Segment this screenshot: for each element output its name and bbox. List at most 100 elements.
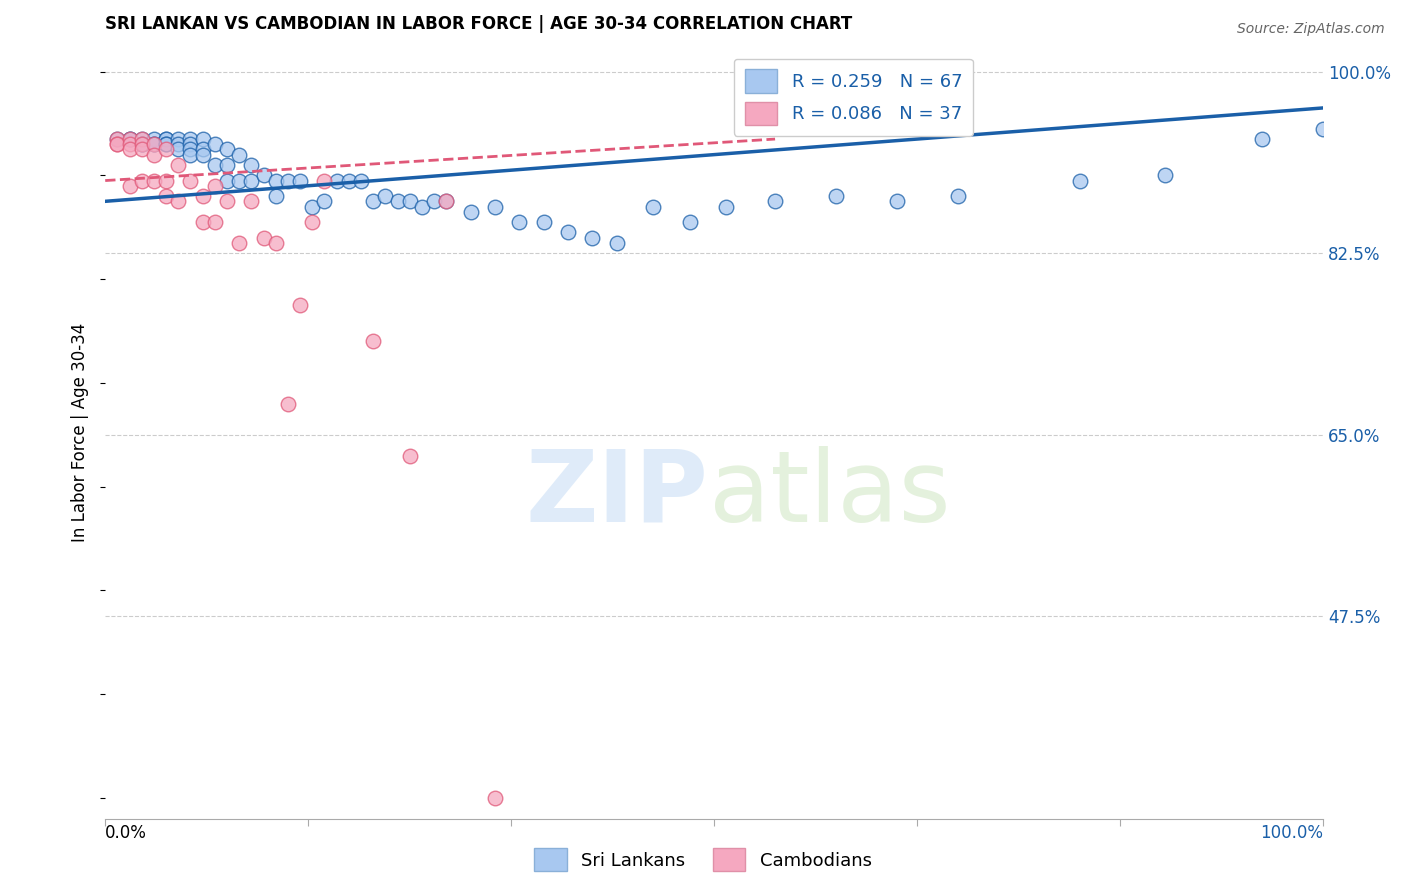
Point <box>1251 132 1274 146</box>
Point <box>142 132 165 146</box>
Legend: Sri Lankans, Cambodians: Sri Lankans, Cambodians <box>527 841 879 879</box>
Point <box>277 173 299 187</box>
Point <box>167 194 190 209</box>
Point <box>1312 121 1334 136</box>
Point <box>228 173 250 187</box>
Point <box>215 143 238 157</box>
Point <box>252 230 274 244</box>
Point <box>886 194 908 209</box>
Point <box>288 298 311 312</box>
Point <box>131 137 153 152</box>
Point <box>155 137 177 152</box>
Point <box>179 132 201 146</box>
Point <box>105 132 128 146</box>
Point <box>350 173 373 187</box>
Point <box>228 235 250 250</box>
Point <box>1153 169 1175 183</box>
Text: 0.0%: 0.0% <box>105 824 148 842</box>
Point <box>179 143 201 157</box>
Point <box>167 137 190 152</box>
Point <box>484 200 506 214</box>
Point <box>131 132 153 146</box>
Point <box>240 194 263 209</box>
Point <box>118 132 141 146</box>
Point <box>434 194 457 209</box>
Point <box>1069 173 1091 187</box>
Y-axis label: In Labor Force | Age 30-34: In Labor Force | Age 30-34 <box>72 323 89 541</box>
Point <box>398 194 420 209</box>
Point <box>581 230 603 244</box>
Point <box>228 147 250 161</box>
Point <box>142 173 165 187</box>
Point <box>301 200 323 214</box>
Point <box>191 215 214 229</box>
Point <box>240 173 263 187</box>
Point <box>204 178 226 193</box>
Point <box>361 334 384 349</box>
Point <box>131 137 153 152</box>
Point <box>179 137 201 152</box>
Text: ZIP: ZIP <box>526 445 709 542</box>
Point <box>252 169 274 183</box>
Point <box>131 132 153 146</box>
Point <box>191 132 214 146</box>
Text: SRI LANKAN VS CAMBODIAN IN LABOR FORCE | AGE 30-34 CORRELATION CHART: SRI LANKAN VS CAMBODIAN IN LABOR FORCE |… <box>105 15 852 33</box>
Point <box>508 215 530 229</box>
Point <box>204 215 226 229</box>
Point <box>277 397 299 411</box>
Point <box>314 173 336 187</box>
Point <box>325 173 347 187</box>
Point <box>118 132 141 146</box>
Point <box>374 189 396 203</box>
Point <box>679 215 702 229</box>
Point <box>314 194 336 209</box>
Point <box>337 173 360 187</box>
Point <box>204 158 226 172</box>
Point <box>763 194 786 209</box>
Point <box>167 143 190 157</box>
Point <box>387 194 409 209</box>
Point <box>240 158 263 172</box>
Point <box>155 189 177 203</box>
Point <box>105 137 128 152</box>
Point <box>264 173 287 187</box>
Point <box>398 449 420 463</box>
Point <box>204 137 226 152</box>
Point <box>179 147 201 161</box>
Text: 100.0%: 100.0% <box>1260 824 1323 842</box>
Point <box>557 226 579 240</box>
Point <box>215 194 238 209</box>
Point <box>825 189 848 203</box>
Point <box>142 137 165 152</box>
Point <box>215 158 238 172</box>
Point <box>131 143 153 157</box>
Point <box>105 132 128 146</box>
Point <box>167 132 190 146</box>
Text: Source: ZipAtlas.com: Source: ZipAtlas.com <box>1237 22 1385 37</box>
Point <box>155 173 177 187</box>
Point <box>191 147 214 161</box>
Point <box>118 132 141 146</box>
Point <box>191 189 214 203</box>
Point <box>118 137 141 152</box>
Point <box>264 235 287 250</box>
Point <box>264 189 287 203</box>
Point <box>155 143 177 157</box>
Legend: R = 0.259   N = 67, R = 0.086   N = 37: R = 0.259 N = 67, R = 0.086 N = 37 <box>734 59 973 136</box>
Point <box>460 204 482 219</box>
Point <box>606 235 628 250</box>
Point <box>155 132 177 146</box>
Point <box>411 200 433 214</box>
Point <box>131 173 153 187</box>
Point <box>716 200 738 214</box>
Point <box>301 215 323 229</box>
Point <box>533 215 555 229</box>
Point <box>131 137 153 152</box>
Point <box>484 791 506 805</box>
Point <box>105 137 128 152</box>
Point <box>215 173 238 187</box>
Point <box>288 173 311 187</box>
Point <box>191 143 214 157</box>
Point <box>142 147 165 161</box>
Point <box>155 132 177 146</box>
